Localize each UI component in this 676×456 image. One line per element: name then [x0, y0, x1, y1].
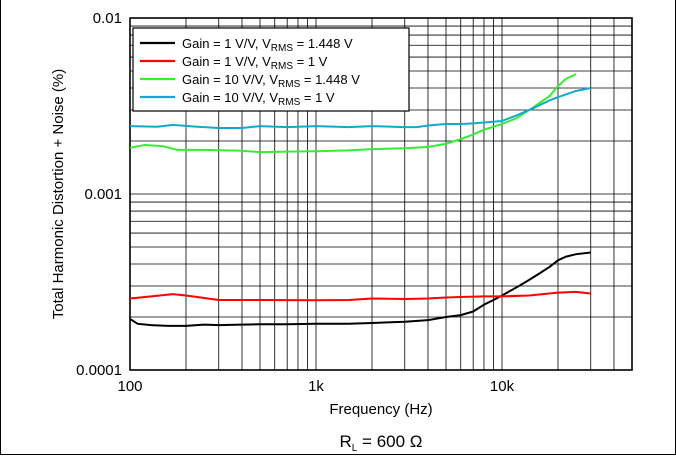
annotation-subscript: L [352, 443, 358, 454]
plot-border [129, 17, 633, 371]
x-axis-title: Frequency (Hz) [329, 401, 432, 418]
series-line-1 [129, 251, 591, 327]
annotation-rest: = 600 Ω [357, 432, 422, 451]
legend-label: Gain = 10 V/V, VRMS = 1.448 V [182, 72, 360, 90]
legend-box [132, 27, 410, 112]
x-tick-label: 1k [308, 378, 324, 395]
y-axis-title: Total Harmonic Distortion + Noise (%) [50, 69, 67, 320]
legend-label: Gain = 1 V/V, VRMS = 1 V [182, 54, 328, 72]
x-tick-label: 100 [117, 378, 142, 395]
y-tick-label: 0.01 [93, 10, 122, 27]
series-layer [129, 73, 591, 327]
annotation-main: R [339, 432, 351, 451]
series-line-4 [129, 87, 591, 130]
series-line-3 [129, 73, 577, 154]
tick-labels: 100 1k 10k 0.0001 0.001 0.01 [76, 10, 514, 395]
legend-label: Gain = 1 V/V, VRMS = 1.448 V [182, 36, 353, 54]
x-tick-label: 10k [490, 378, 515, 395]
y-tick-label: 0.0001 [76, 362, 122, 379]
load-resistance-annotation: RL = 600 Ω [339, 432, 422, 454]
series-line-2 [129, 290, 591, 302]
legend-label: Gain = 10 V/V, VRMS = 1 V [182, 90, 335, 108]
y-tick-label: 0.001 [84, 186, 122, 203]
